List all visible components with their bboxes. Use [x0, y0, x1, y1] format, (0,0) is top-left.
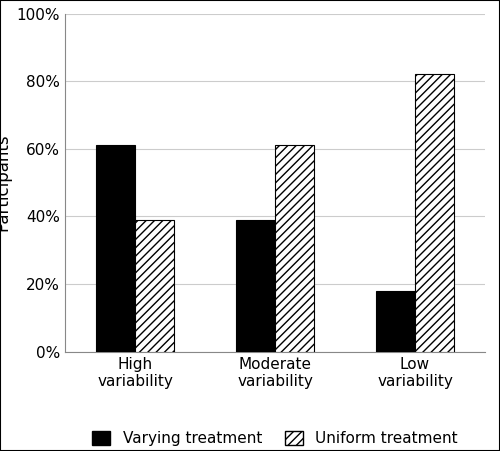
Bar: [236, 220, 275, 352]
Bar: [415, 74, 454, 352]
Y-axis label: Participants: Participants: [0, 134, 11, 231]
Bar: [135, 220, 174, 352]
Bar: [376, 291, 415, 352]
Legend: Varying treatment, Uniform treatment: Varying treatment, Uniform treatment: [86, 425, 464, 451]
Bar: [96, 146, 135, 352]
Bar: [275, 146, 314, 352]
